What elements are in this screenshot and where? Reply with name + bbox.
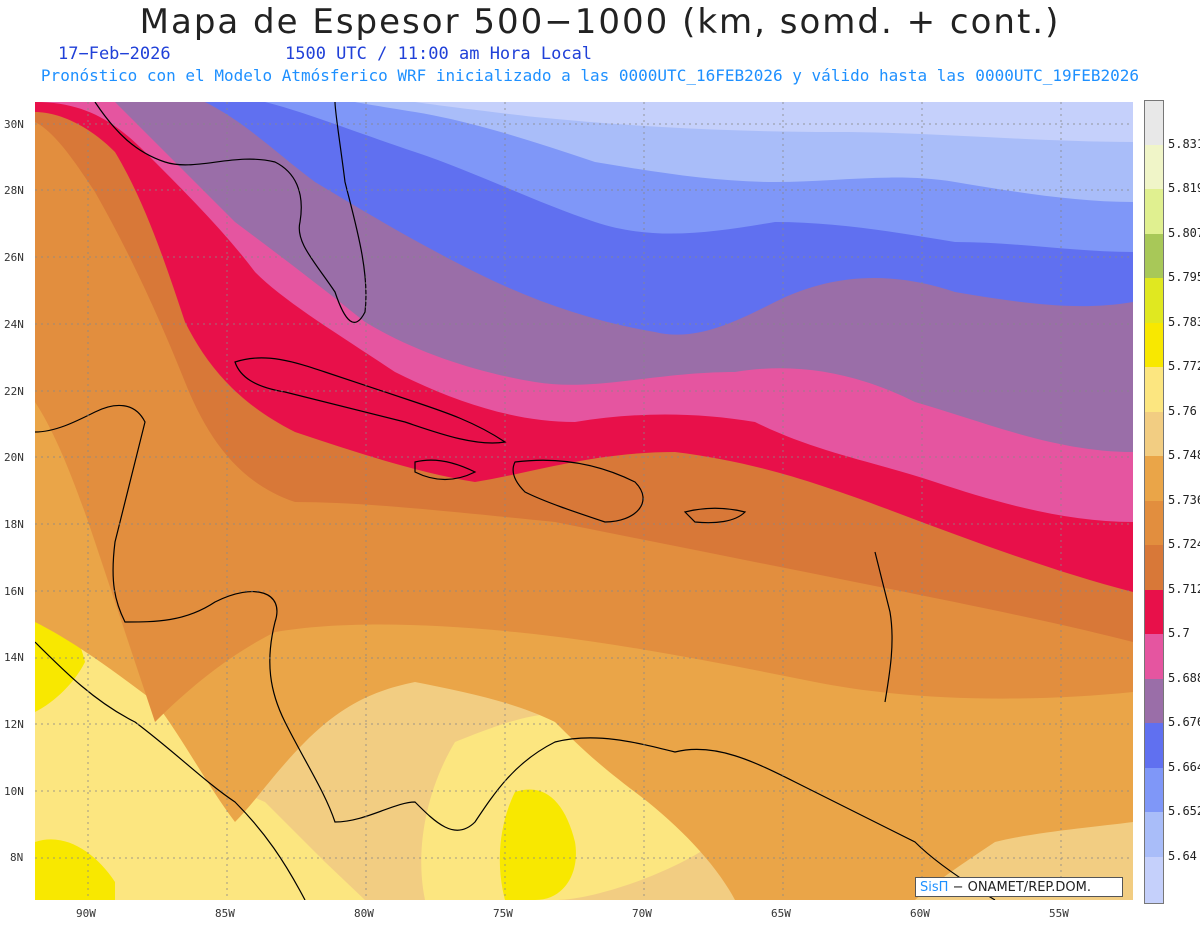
colorbar-swatch: [1145, 456, 1163, 501]
lat-label-8n: 8N: [10, 851, 24, 864]
lon-label-60w: 60W: [910, 907, 930, 920]
band-5772-c: [499, 789, 576, 900]
colorbar-swatch: [1145, 323, 1163, 367]
lon-label-65w: 65W: [771, 907, 791, 920]
colorbar-swatch: [1145, 278, 1163, 323]
colorbar-label: 5.795: [1168, 270, 1200, 284]
credit-text: − ONAMET/REP.DOM.: [952, 880, 1091, 895]
colorbar-swatch: [1145, 145, 1163, 189]
colorbar-swatch: [1145, 545, 1163, 590]
lon-label-55w: 55W: [1049, 907, 1069, 920]
lat-label-26n: 26N: [4, 251, 24, 264]
colorbar-label: 5.76: [1168, 404, 1197, 418]
colorbar-label: 5.724: [1168, 537, 1200, 551]
lat-label-28n: 28N: [4, 184, 24, 197]
colorbar-swatch: [1145, 634, 1163, 679]
colorbar-label: 5.64: [1168, 849, 1197, 863]
time-label: 1500 UTC / 11:00 am Hora Local: [285, 44, 593, 64]
lat-label-10n: 10N: [4, 785, 24, 798]
colorbar-swatch: [1145, 590, 1163, 634]
colorbar-label: 5.748: [1168, 448, 1200, 462]
colorbar-swatch: [1145, 501, 1163, 545]
graticule: [35, 102, 1133, 900]
colorbar-swatch: [1145, 768, 1163, 812]
lon-label-90w: 90W: [76, 907, 96, 920]
lat-label-14n: 14N: [4, 651, 24, 664]
colorbar-label: 5.7: [1168, 626, 1190, 640]
thickness-map[interactable]: [35, 102, 1133, 900]
colorbar-swatch: [1145, 189, 1163, 234]
lat-label-18n: 18N: [4, 518, 24, 531]
colorbar-swatch: [1145, 857, 1163, 903]
colorbar-swatch: [1145, 101, 1163, 145]
lat-label-24n: 24N: [4, 318, 24, 331]
colorbar-label: 5.772: [1168, 359, 1200, 373]
credit-box: SisΠ − ONAMET/REP.DOM.: [915, 877, 1123, 897]
colorbar-swatch: [1145, 234, 1163, 278]
sispi-logo: SisΠ: [920, 880, 949, 895]
band-below-5640: [415, 102, 1133, 142]
colorbar-label: 5.712: [1168, 582, 1200, 596]
lon-label-75w: 75W: [493, 907, 513, 920]
colorbar-label: 5.652: [1168, 804, 1200, 818]
lat-label-30n: 30N: [4, 118, 24, 131]
lat-label-20n: 20N: [4, 451, 24, 464]
colorbar-swatch: [1145, 412, 1163, 456]
forecast-info: Pronóstico con el Modelo Atmósferico WRF…: [40, 66, 1140, 85]
colorbar-swatch: [1145, 367, 1163, 412]
band-5760-b: [421, 713, 715, 900]
lat-label-16n: 16N: [4, 585, 24, 598]
lon-label-70w: 70W: [632, 907, 652, 920]
band-5772-b: [35, 839, 115, 900]
colorbar-swatch: [1145, 679, 1163, 723]
date-label: 17−Feb−2026: [58, 44, 171, 64]
lat-label-22n: 22N: [4, 385, 24, 398]
colorbar-swatch: [1145, 723, 1163, 768]
map-title: Mapa de Espesor 500−1000 (km, somd. + co…: [139, 2, 1061, 42]
colorbar-label: 5.831: [1168, 137, 1200, 151]
colorbar-swatch: [1145, 812, 1163, 857]
colorbar-label: 5.819: [1168, 181, 1200, 195]
colorbar-label: 5.664: [1168, 760, 1200, 774]
lon-label-85w: 85W: [215, 907, 235, 920]
colorbar-label: 5.807: [1168, 226, 1200, 240]
colorbar-label: 5.783: [1168, 315, 1200, 329]
lat-label-12n: 12N: [4, 718, 24, 731]
colorbar-label: 5.688: [1168, 671, 1200, 685]
coastlines: [35, 102, 996, 900]
colorbar-label: 5.676: [1168, 715, 1200, 729]
colorbar: [1144, 100, 1164, 904]
band-5760: [35, 602, 365, 900]
lon-label-80w: 80W: [354, 907, 374, 920]
colorbar-label: 5.736: [1168, 493, 1200, 507]
